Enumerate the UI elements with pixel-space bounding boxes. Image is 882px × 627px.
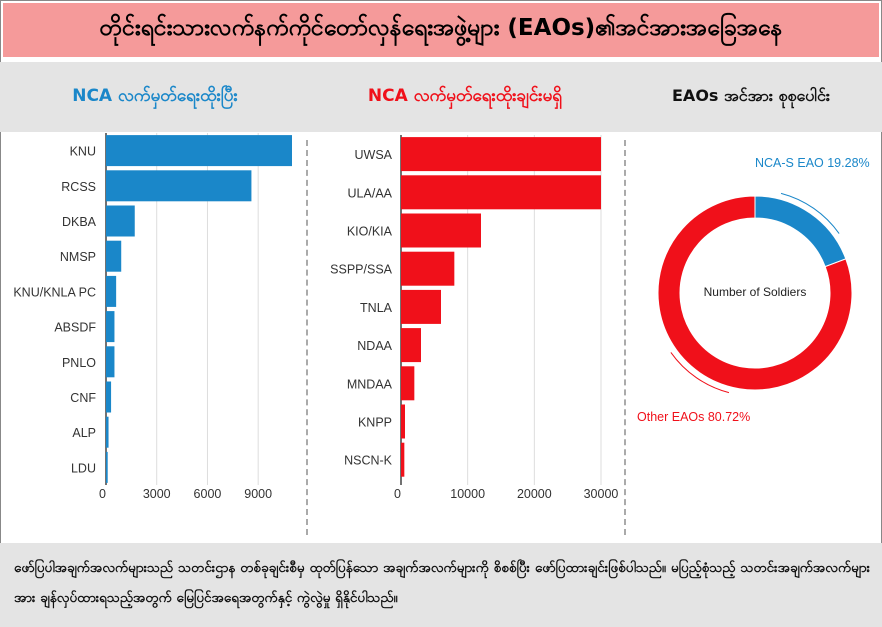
bar-ldu — [106, 451, 108, 483]
donut-slice-0 — [754, 195, 847, 268]
x-tick-label: 0 — [394, 487, 401, 501]
divider-left — [306, 140, 308, 535]
category-label: ABSDF — [54, 321, 96, 335]
bar-alp — [106, 416, 109, 448]
category-label: KIO/KIA — [347, 225, 393, 239]
x-tick-label: 20000 — [517, 487, 552, 501]
header-nca-not-signed: NCA လက်မှတ်ရေးထိုးချင်းမရှိ — [367, 85, 563, 106]
category-label: NSCN-K — [344, 454, 393, 468]
bar-knpp — [401, 404, 405, 439]
page-title: တိုင်းရင်းသားလက်နက်ကိုင်တော်လှန်ရေးအဖွဲ့… — [99, 15, 783, 41]
category-label: SSPP/SSA — [330, 263, 392, 277]
bar-nscn-k — [401, 442, 405, 477]
header-eao-total: EAOs အင်အား စုစုပေါင်း — [672, 86, 830, 105]
pie-label-nca-s: NCA-S EAO 19.28% — [755, 156, 870, 170]
category-label: KNPP — [358, 416, 392, 430]
bar-knu — [106, 135, 292, 167]
category-label: RCSS — [61, 180, 96, 194]
footer-text: ဖော်ပြပါအချက်အလက်များသည် သတင်းဌာန တစ်ခုခ… — [14, 560, 870, 606]
category-label: PNLO — [62, 356, 96, 370]
divider-right — [624, 140, 626, 535]
category-label: KNU/KNLA PC — [13, 285, 96, 299]
x-tick-label: 6000 — [194, 487, 222, 501]
bar-ndaa — [401, 328, 421, 363]
donut-callout-arc-0 — [780, 192, 840, 234]
category-label: LDU — [71, 461, 96, 475]
category-label: MNDAA — [347, 377, 393, 391]
bar-mndaa — [401, 366, 415, 401]
category-label: NDAA — [357, 339, 392, 353]
bar-knu-knla-pc — [106, 275, 117, 307]
category-label: TNLA — [360, 301, 393, 315]
category-label: ALP — [72, 426, 96, 440]
bar-absdf — [106, 311, 115, 343]
bar-pnlo — [106, 346, 115, 378]
category-label: CNF — [70, 391, 96, 405]
bar-ula-aa — [401, 175, 601, 210]
category-label: KNU — [70, 145, 96, 159]
x-tick-label: 10000 — [450, 487, 485, 501]
x-tick-label: 0 — [99, 487, 106, 501]
footer-note: ဖော်ပြပါအချက်အလက်များသည် သတင်းဌာန တစ်ခုခ… — [0, 543, 882, 627]
donut-callout-arc-1 — [670, 352, 730, 394]
pie-label-other: Other EAOs 80.72% — [637, 410, 751, 424]
bar-cnf — [106, 381, 112, 413]
header-nca-signed: NCA လက်မှတ်ရေးထိုးပြီး — [72, 85, 238, 106]
donut-center-label: Number of Soldiers — [703, 285, 807, 299]
bar-dkba — [106, 205, 135, 237]
category-label: DKBA — [62, 215, 97, 229]
bar-sspp-ssa — [401, 251, 455, 286]
bar-tnla — [401, 289, 441, 324]
x-tick-label: 30000 — [584, 487, 619, 501]
title-bar: တိုင်းရင်းသားလက်နက်ကိုင်တော်လှန်ရေးအဖွဲ့… — [3, 3, 879, 57]
bar-nmsp — [106, 240, 122, 272]
bar-uwsa — [401, 137, 601, 172]
bar-rcss — [106, 170, 252, 202]
x-tick-label: 3000 — [143, 487, 171, 501]
x-tick-label: 9000 — [244, 487, 272, 501]
category-label: NMSP — [60, 250, 96, 264]
bar-kio-kia — [401, 213, 481, 248]
category-label: UWSA — [355, 148, 393, 162]
donut-slice-1 — [657, 195, 853, 391]
header-row: NCA လက်မှတ်ရေးထိုးပြီး NCA လက်မှတ်ရေးထို… — [0, 62, 882, 132]
category-label: ULA/AA — [348, 186, 393, 200]
